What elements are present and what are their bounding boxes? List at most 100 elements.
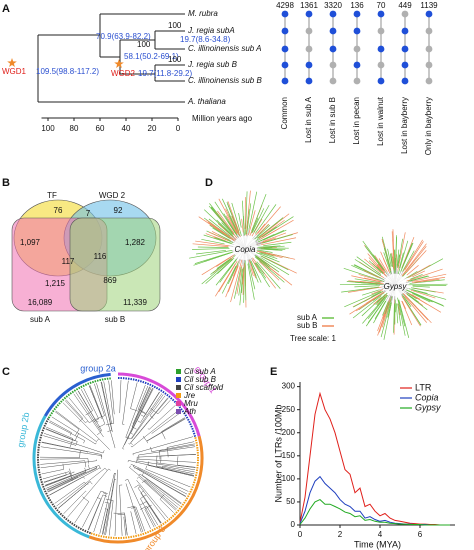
branch <box>349 295 379 315</box>
branch <box>138 476 177 511</box>
branch <box>58 481 91 509</box>
branch <box>204 251 233 263</box>
branch <box>78 390 102 431</box>
branch <box>406 268 443 282</box>
branch <box>376 296 385 306</box>
branch <box>201 255 234 276</box>
matrix-dot <box>377 45 385 53</box>
branch <box>74 432 80 441</box>
family-label: Gypsy <box>384 282 408 291</box>
branch <box>40 460 85 465</box>
branch <box>255 262 265 275</box>
branch <box>354 264 381 279</box>
branch <box>124 512 128 536</box>
branch <box>409 293 428 305</box>
branch <box>54 481 85 504</box>
branch <box>148 405 176 430</box>
branch <box>45 465 99 487</box>
branch <box>130 442 133 446</box>
tip-ring <box>90 437 199 539</box>
branch <box>341 286 379 293</box>
branch <box>263 248 286 251</box>
series-line <box>299 475 450 526</box>
branch <box>177 464 196 468</box>
legend-label: Gypsy <box>415 402 441 412</box>
y-tick-label: 200 <box>282 428 296 437</box>
branch <box>41 469 64 475</box>
branch <box>382 301 389 316</box>
branch <box>96 382 116 448</box>
branch <box>397 303 402 327</box>
branch <box>227 221 237 234</box>
branch <box>47 476 78 492</box>
branch <box>142 435 148 442</box>
branch <box>218 260 238 293</box>
legend-swatch <box>176 385 181 390</box>
branch <box>134 484 139 488</box>
venn-count: 11,339 <box>123 298 147 307</box>
matrix-dot <box>377 61 385 69</box>
branch <box>140 414 145 417</box>
venn-set <box>69 217 161 312</box>
branch <box>102 503 110 535</box>
branch <box>151 411 182 434</box>
branch <box>243 216 245 236</box>
branch <box>208 218 231 237</box>
branch <box>83 476 85 479</box>
panel-letter: B <box>2 177 10 189</box>
branch <box>130 408 139 412</box>
matrix-dot <box>401 10 409 18</box>
branch <box>401 296 421 327</box>
branch <box>51 416 96 445</box>
branch <box>144 504 152 510</box>
branch <box>225 215 238 235</box>
branch <box>96 431 102 435</box>
branch <box>411 273 447 282</box>
branch <box>374 255 386 271</box>
branch <box>383 247 391 271</box>
series-line <box>299 499 450 526</box>
tip-ring <box>117 377 197 438</box>
branch <box>99 467 102 470</box>
branch <box>133 464 135 467</box>
branch <box>88 385 103 419</box>
branch <box>239 267 244 306</box>
branch <box>131 386 151 427</box>
branch <box>156 462 196 468</box>
branch <box>73 393 104 438</box>
branch <box>261 255 297 274</box>
branch <box>242 263 245 295</box>
count-label: 136 <box>350 1 364 10</box>
matrix-dot <box>353 77 361 85</box>
branch <box>125 483 142 533</box>
branch <box>46 472 87 491</box>
branch <box>261 248 279 251</box>
branch <box>102 494 108 497</box>
matrix-dot <box>353 27 361 35</box>
branch <box>390 253 394 267</box>
branch <box>96 438 100 442</box>
branch <box>67 468 109 518</box>
legend-swatch <box>176 369 181 374</box>
branch <box>122 448 125 450</box>
matrix-dot <box>425 27 433 35</box>
branch <box>137 385 149 410</box>
branch <box>197 246 229 249</box>
branch <box>406 292 418 300</box>
branch <box>124 388 153 445</box>
branch <box>382 299 390 319</box>
branch <box>397 297 406 336</box>
branch <box>354 278 381 284</box>
branch <box>140 391 160 423</box>
branch <box>217 258 234 274</box>
branch <box>159 444 195 452</box>
branch <box>401 236 415 268</box>
branch <box>352 295 382 319</box>
branch <box>94 383 105 416</box>
branch <box>130 432 133 435</box>
branch <box>159 499 174 513</box>
branch <box>393 303 395 333</box>
y-tick-label: 150 <box>282 451 296 460</box>
branch <box>218 198 238 234</box>
matrix-dot <box>281 45 289 53</box>
